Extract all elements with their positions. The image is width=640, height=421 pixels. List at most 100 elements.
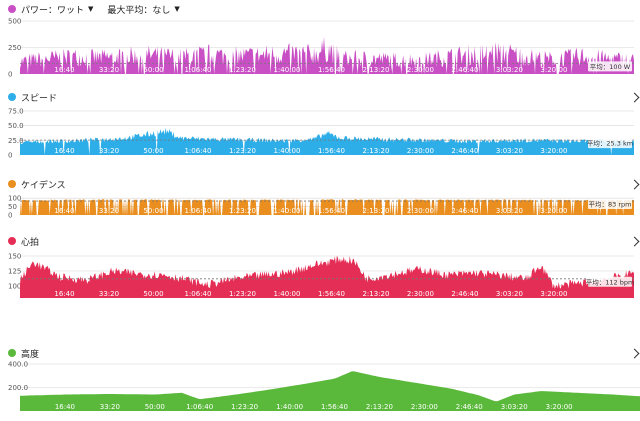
speed-area: [20, 127, 634, 155]
average-badge-bg: [588, 61, 632, 72]
x-tick-label: 2:30:00: [407, 147, 434, 155]
elevation-header: 高度: [8, 346, 39, 360]
x-axis: 16:40 33:20 50:00 1:06:40 1:23:20 1:40:00 1:56…: [54, 207, 567, 215]
x-tick-label: 2:46:40: [451, 66, 478, 74]
power-chart[interactable]: 500 250 0 16:40 33:20 50:00 1:06:40 1:23:20 1:40…: [0, 2, 640, 82]
series-area: [20, 127, 634, 155]
x-axis: 16:40 33:20 50:00 1:06:40 1:23:20 1:40:00 1:56…: [54, 290, 567, 298]
x-tick-label: 1:56:40: [321, 403, 348, 411]
power-area: [20, 36, 634, 74]
average-badge: 平均：100 W: [588, 61, 632, 72]
x-tick-label: 16:40: [54, 290, 74, 298]
x-tick-label: 1:40:00: [276, 403, 303, 411]
heart-rate-chart[interactable]: 150 125 100 16:40 33:20 50:00 1:06:40 1:23:20 1:…: [0, 234, 640, 316]
cadence-color-dot: [8, 180, 16, 188]
x-tick-label: 2:30:00: [407, 66, 434, 74]
x-tick-label: 2:13:20: [362, 207, 389, 215]
caret-down-icon: ▼: [88, 5, 94, 13]
y-tick-label: 0: [8, 71, 12, 79]
heart-rate-area: [20, 255, 634, 298]
max-avg-dropdown[interactable]: 最大平均：なし ▼: [107, 3, 179, 16]
series-area: [20, 371, 640, 411]
x-tick-label: 1:56:40: [318, 290, 345, 298]
average-badge-bg: [588, 138, 632, 149]
y-tick-label: 0: [8, 212, 12, 220]
x-tick-label: 3:20:00: [540, 207, 567, 215]
y-tick-label: 100: [8, 283, 21, 291]
x-tick-label: 50:00: [143, 147, 163, 155]
x-tick-label: 1:56:40: [318, 66, 345, 74]
x-tick-label: 1:06:40: [184, 290, 211, 298]
x-tick-label: 2:13:20: [362, 290, 389, 298]
x-tick-label: 33:20: [99, 147, 119, 155]
speed-title: スピード: [21, 93, 58, 104]
x-tick-label: 2:46:40: [451, 290, 478, 298]
y-tick-label: 100: [8, 195, 21, 203]
x-tick-label: 2:46:40: [456, 403, 483, 411]
elevation-chart[interactable]: 400.0 200.0 16:40 33:20 50:00 1:06:40 1:23:20 1…: [0, 346, 640, 421]
x-tick-label: 50:00: [145, 403, 165, 411]
x-axis: 16:40 33:20 50:00 1:06:40 1:23:20 1:40:00 1:56…: [54, 66, 567, 74]
x-tick-label: 1:06:40: [186, 403, 213, 411]
speed-chart[interactable]: 75.0 50.0 25.0 0 16:40 33:20 50:00 1:06:40 1:23:…: [0, 90, 640, 162]
average-badge-bg: [588, 199, 632, 210]
x-tick-label: 16:40: [54, 147, 74, 155]
speed-panel: スピード 75.0 50.0 25.0 0 16:40 33:20 50:00 1:06:40…: [0, 90, 640, 162]
caret-down-icon: ▼: [174, 5, 180, 13]
heart-rate-title: 心拍: [21, 237, 40, 248]
heart-rate-color-dot: [8, 237, 16, 245]
x-tick-label: 16:40: [55, 403, 75, 411]
average-badge: 平均：83 rpm: [588, 199, 632, 210]
x-tick-label: 3:20:00: [540, 290, 567, 298]
y-tick-label: 75.0: [8, 108, 24, 116]
x-tick-label: 3:03:20: [496, 290, 523, 298]
heart-rate-header: 心拍: [8, 234, 39, 248]
y-tick-label: 200.0: [8, 384, 28, 392]
x-tick-label: 1:40:00: [273, 66, 300, 74]
heart-rate-panel: 心拍 150 125 100 16:40 33:20 50:00 1:06:40 1:23:2…: [0, 234, 640, 316]
metric-selector-label: パワー：ワット: [21, 5, 85, 16]
y-tick-label: 400.0: [8, 361, 28, 369]
x-tick-label: 3:20:00: [540, 66, 567, 74]
cadence-panel: ケイデンス 100 50 0 16:40 33:20 50:00 1:06:40 1:23:2…: [0, 177, 640, 247]
cadence-area: [20, 199, 634, 215]
y-tick-label: 125: [8, 268, 21, 276]
average-badge-label: 平均：100 W: [590, 62, 631, 71]
x-tick-label: 33:20: [99, 290, 119, 298]
average-badge-label: 平均：25.3 km: [587, 139, 633, 148]
series-area: [20, 199, 634, 215]
x-tick-label: 2:30:00: [411, 403, 438, 411]
x-tick-label: 2:13:20: [362, 66, 389, 74]
x-tick-label: 1:23:20: [231, 403, 258, 411]
x-tick-label: 16:40: [54, 207, 74, 215]
x-tick-label: 1:23:20: [229, 207, 256, 215]
x-tick-label: 2:13:20: [366, 403, 393, 411]
x-tick-label: 1:23:20: [229, 66, 256, 74]
x-tick-label: 1:06:40: [184, 66, 211, 74]
x-tick-label: 50:00: [143, 66, 163, 74]
x-tick-label: 33:20: [100, 403, 120, 411]
speed-color-dot: [8, 93, 16, 101]
x-tick-label: 2:46:40: [451, 207, 478, 215]
x-tick-label: 3:03:20: [501, 403, 528, 411]
x-axis: 16:40 33:20 50:00 1:06:40 1:23:20 1:40:00 1:56…: [54, 147, 567, 155]
series-area: [20, 255, 634, 298]
x-tick-label: 2:13:20: [362, 147, 389, 155]
x-tick-label: 3:20:00: [540, 147, 567, 155]
elevation-color-dot: [8, 349, 16, 357]
average-badge: 平均：112 bpm: [586, 276, 634, 287]
x-tick-label: 1:23:20: [229, 290, 256, 298]
elevation-title: 高度: [21, 349, 40, 360]
metric-selector-dropdown[interactable]: パワー：ワット ▼: [21, 3, 93, 16]
cadence-header: ケイデンス: [8, 177, 66, 191]
y-tick-label: 150: [8, 253, 21, 261]
average-badge-label: 平均：83 rpm: [589, 200, 632, 209]
x-tick-label: 3:20:00: [546, 403, 573, 411]
x-tick-label: 3:03:20: [496, 207, 523, 215]
speed-header: スピード: [8, 90, 57, 104]
average-badge: 平均：25.3 km: [587, 138, 633, 149]
elevation-panel: 高度 400.0 200.0 16:40 33:20 50:00 1:06:40 1:23:…: [0, 346, 640, 421]
average-badge-bg: [588, 276, 632, 287]
y-tick-label: 250: [8, 44, 21, 52]
